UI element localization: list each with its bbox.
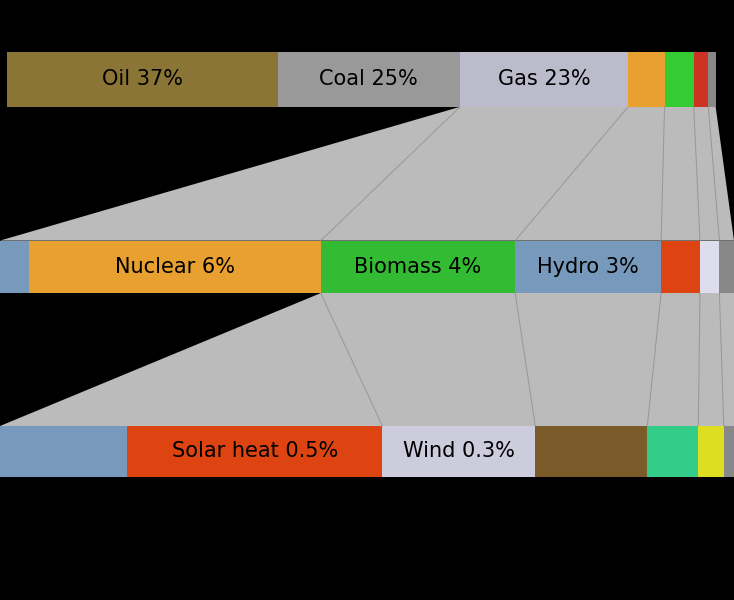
FancyBboxPatch shape bbox=[7, 52, 277, 107]
FancyBboxPatch shape bbox=[515, 241, 661, 293]
Polygon shape bbox=[0, 107, 734, 241]
Text: Oil 37%: Oil 37% bbox=[102, 69, 183, 89]
FancyBboxPatch shape bbox=[29, 241, 321, 293]
Text: Nuclear 6%: Nuclear 6% bbox=[115, 257, 235, 277]
FancyBboxPatch shape bbox=[460, 52, 628, 107]
FancyBboxPatch shape bbox=[382, 426, 535, 476]
FancyBboxPatch shape bbox=[708, 52, 716, 107]
FancyBboxPatch shape bbox=[700, 241, 719, 293]
Text: Hydro 3%: Hydro 3% bbox=[537, 257, 639, 277]
FancyBboxPatch shape bbox=[724, 426, 734, 476]
Text: Solar heat 0.5%: Solar heat 0.5% bbox=[172, 441, 338, 461]
FancyBboxPatch shape bbox=[321, 241, 515, 293]
Text: Wind 0.3%: Wind 0.3% bbox=[403, 441, 515, 461]
FancyBboxPatch shape bbox=[628, 52, 664, 107]
Text: Biomass 4%: Biomass 4% bbox=[355, 257, 482, 277]
FancyBboxPatch shape bbox=[698, 426, 724, 476]
Polygon shape bbox=[0, 293, 734, 426]
FancyBboxPatch shape bbox=[277, 52, 460, 107]
FancyBboxPatch shape bbox=[535, 426, 647, 476]
FancyBboxPatch shape bbox=[0, 241, 29, 293]
FancyBboxPatch shape bbox=[664, 52, 694, 107]
FancyBboxPatch shape bbox=[661, 241, 700, 293]
FancyBboxPatch shape bbox=[719, 241, 734, 293]
FancyBboxPatch shape bbox=[0, 426, 128, 476]
FancyBboxPatch shape bbox=[694, 52, 708, 107]
FancyBboxPatch shape bbox=[128, 426, 382, 476]
Text: Coal 25%: Coal 25% bbox=[319, 69, 418, 89]
FancyBboxPatch shape bbox=[647, 426, 698, 476]
Text: Gas 23%: Gas 23% bbox=[498, 69, 590, 89]
